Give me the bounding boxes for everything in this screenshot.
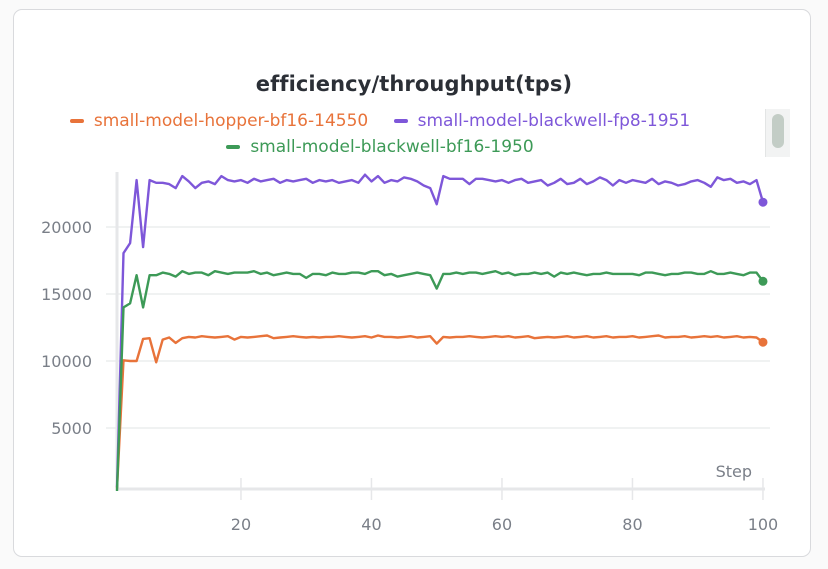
legend-scrollbar[interactable]: [765, 109, 790, 157]
grid-lines: [106, 226, 770, 429]
axes: 5000 10000 15000 20000 20 40 60 80 100 Step: [41, 172, 778, 534]
x-tick-label: 60: [492, 515, 512, 534]
legend-label-blackwell-fp8: small-model-blackwell-fp8-1951: [417, 111, 691, 131]
legend-item-hopper-bf16[interactable]: small-model-hopper-bf16-14550: [69, 111, 369, 131]
x-tick-label: 20: [231, 515, 251, 534]
chart-title: efficiency/throughput(tps): [255, 72, 573, 96]
series-endpoint-marker[interactable]: [758, 197, 768, 207]
legend-row-1: small-model-hopper-bf16-14550 small-mode…: [0, 108, 760, 131]
series-line[interactable]: [115, 173, 765, 488]
legend-swatch-blackwell-fp8: [393, 119, 408, 123]
legend-label-hopper: small-model-hopper-bf16-14550: [93, 111, 369, 131]
legend-item-blackwell-fp8[interactable]: small-model-blackwell-fp8-1951: [393, 111, 691, 131]
series-line[interactable]: [115, 334, 764, 489]
legend-label-blackwell-bf16: small-model-blackwell-bf16-1950: [250, 137, 534, 157]
legend-item-blackwell-bf16[interactable]: small-model-blackwell-bf16-1950: [226, 137, 534, 157]
x-tick-label: 40: [361, 515, 381, 534]
series-lines: [115, 173, 768, 492]
x-tick-label: 80: [622, 515, 642, 534]
scrollbar-thumb-icon[interactable]: [772, 114, 784, 148]
chart-panel: [13, 9, 811, 557]
legend-swatch-hopper: [69, 119, 84, 123]
legend-swatch-blackwell-bf16: [226, 145, 241, 149]
y-tick-label: 20000: [41, 218, 92, 237]
y-tick-label: 10000: [41, 352, 92, 371]
x-tick-label: 100: [748, 515, 779, 534]
y-tick-label: 15000: [41, 285, 92, 304]
x-axis-label: Step: [716, 462, 752, 481]
series-line[interactable]: [115, 270, 764, 492]
series-endpoint-marker[interactable]: [758, 337, 768, 347]
series-endpoint-marker[interactable]: [758, 276, 768, 286]
legend-row-2: small-model-blackwell-bf16-1950: [0, 134, 760, 157]
y-tick-label: 5000: [51, 419, 92, 438]
